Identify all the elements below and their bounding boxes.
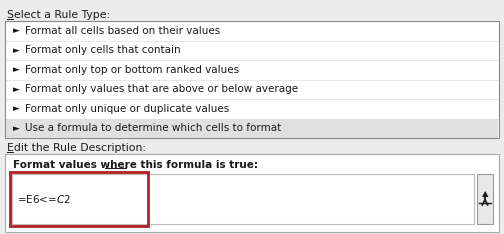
Text: =E6<=$C$2: =E6<=$C$2 <box>17 193 71 205</box>
Bar <box>10 172 148 226</box>
Text: ►: ► <box>13 26 20 35</box>
Text: Format values where this formula is true:: Format values where this formula is true… <box>13 160 258 170</box>
Text: Select a Rule Type:: Select a Rule Type: <box>7 10 110 20</box>
Text: ►: ► <box>13 124 20 133</box>
Text: ▲: ▲ <box>482 190 488 198</box>
Text: Format only top or bottom ranked values: Format only top or bottom ranked values <box>25 65 239 75</box>
Bar <box>12 174 474 224</box>
Text: Format only unique or duplicate values: Format only unique or duplicate values <box>25 104 229 114</box>
Text: Edit the Rule Description:: Edit the Rule Description: <box>7 143 146 153</box>
Bar <box>477 174 493 224</box>
Text: ►: ► <box>13 104 20 113</box>
Text: Format all cells based on their values: Format all cells based on their values <box>25 26 220 36</box>
Text: ►: ► <box>13 65 20 74</box>
Text: Format only values that are above or below average: Format only values that are above or bel… <box>25 84 298 94</box>
Bar <box>5 154 499 232</box>
Bar <box>5 21 499 138</box>
Text: Format only cells that contain: Format only cells that contain <box>25 45 180 55</box>
Text: ►: ► <box>13 46 20 55</box>
Text: Use a formula to determine which cells to format: Use a formula to determine which cells t… <box>25 123 281 133</box>
Text: ►: ► <box>13 85 20 94</box>
Bar <box>6 119 498 138</box>
